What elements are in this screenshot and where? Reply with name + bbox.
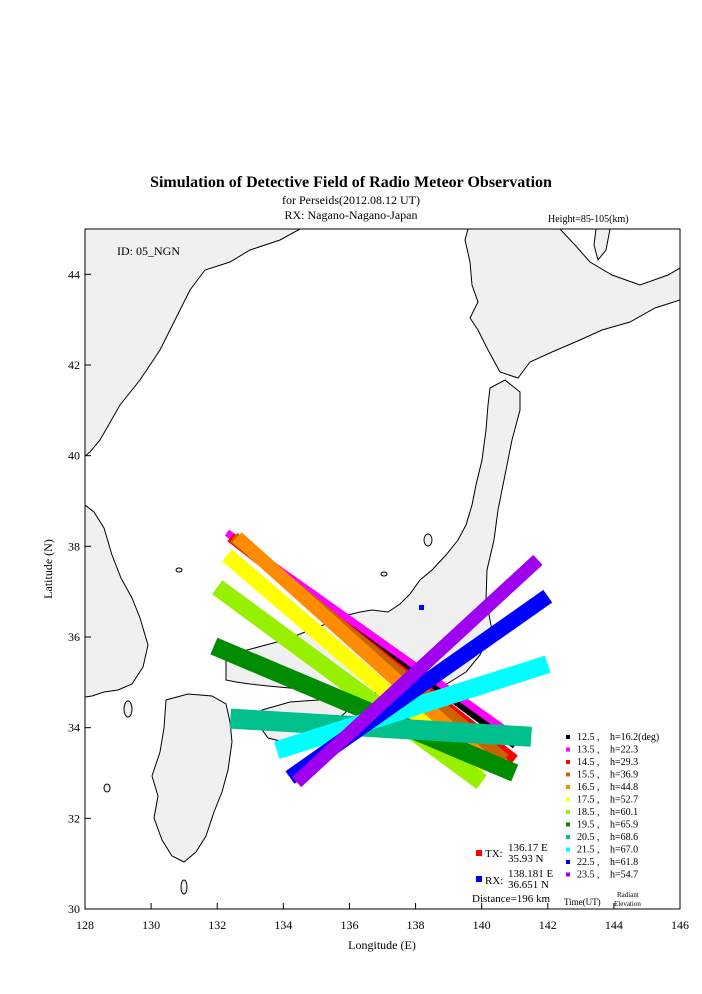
field-band-5 bbox=[232, 532, 500, 774]
x-tick-label: 128 bbox=[76, 918, 94, 932]
legend-elevation: h=54.7 bbox=[610, 870, 638, 881]
legend-elevation: h=36.9 bbox=[610, 770, 638, 781]
station-id-label: ID: 05_NGN bbox=[117, 244, 180, 258]
y-tick-label: 32 bbox=[68, 811, 80, 825]
y-tick-label: 36 bbox=[68, 630, 80, 644]
y-tick-label: 44 bbox=[68, 267, 80, 281]
legend-elevation: h=29.3 bbox=[610, 757, 638, 768]
legend: Time(UT) Radiant Elevation 12.5 , h=16.2(… bbox=[564, 732, 659, 908]
y-tick-label: 40 bbox=[68, 449, 80, 463]
field-band-8 bbox=[210, 637, 519, 782]
x-tick-label: 140 bbox=[473, 918, 491, 932]
rx-latitude: 36.651 N bbox=[508, 879, 549, 891]
legend-time: 13.5 , bbox=[577, 745, 600, 756]
y-tick-label: 38 bbox=[68, 539, 80, 553]
legend-elevation-header-2: Elevation bbox=[614, 900, 641, 908]
land-korea bbox=[85, 504, 149, 698]
land-honshu bbox=[225, 379, 521, 709]
legend-swatch bbox=[566, 785, 570, 789]
land-sakhalin bbox=[593, 229, 611, 262]
detective-field-bands bbox=[210, 529, 553, 789]
legend-time: 14.5 , bbox=[577, 757, 600, 768]
legend-swatch bbox=[566, 747, 570, 752]
legend-time: 20.5 , bbox=[577, 832, 600, 843]
legend-swatch bbox=[566, 810, 570, 814]
x-tick-label: 142 bbox=[539, 918, 557, 932]
legend-swatch bbox=[566, 797, 570, 802]
y-tick-label: 42 bbox=[68, 358, 80, 372]
x-axis-label: Longitude (E) bbox=[348, 938, 416, 952]
y-tick-label: 30 bbox=[68, 902, 80, 916]
island-small-west bbox=[175, 567, 183, 573]
tx-label: TX: bbox=[485, 848, 503, 860]
legend-time-header: Time(UT) bbox=[564, 897, 601, 907]
legend-elevation: h=61.8 bbox=[610, 857, 638, 868]
legend-swatch bbox=[566, 860, 570, 864]
rx-station-marker bbox=[419, 604, 425, 610]
legend-time: 16.5 , bbox=[577, 782, 600, 793]
island-tsushima bbox=[123, 700, 133, 718]
tx-marker-swatch bbox=[476, 850, 482, 856]
tx-longitude: 136.17 E bbox=[508, 842, 548, 854]
legend-swatch bbox=[566, 847, 570, 852]
y-axis-label: Latitude (N) bbox=[41, 539, 55, 599]
x-tick-label: 134 bbox=[274, 918, 292, 932]
legend-time: 15.5 , bbox=[577, 770, 600, 781]
legend-time: 18.5 , bbox=[577, 807, 600, 818]
height-range-note: Height=85-105(km) bbox=[548, 214, 629, 225]
x-tick-label: 146 bbox=[671, 918, 689, 932]
legend-time: 19.5 , bbox=[577, 820, 600, 831]
x-tick-label: 138 bbox=[407, 918, 425, 932]
legend-elevation: h=44.8 bbox=[610, 782, 638, 793]
legend-time: 22.5 , bbox=[577, 857, 600, 868]
field-band-9 bbox=[229, 708, 532, 747]
x-tick-label: 130 bbox=[142, 918, 160, 932]
legend-swatch bbox=[566, 822, 570, 827]
legend-time: 17.5 , bbox=[577, 795, 600, 806]
rx-label: RX: bbox=[485, 875, 503, 887]
island-goto bbox=[103, 783, 111, 793]
y-tick-label: 34 bbox=[68, 721, 80, 735]
land-asia-coast bbox=[85, 229, 301, 457]
chart-title: Simulation of Detective Field of Radio M… bbox=[150, 174, 552, 191]
legend-elevation: h=68.6 bbox=[610, 832, 638, 843]
legend-elevation: h=65.9 bbox=[610, 820, 638, 831]
legend-swatch bbox=[566, 835, 570, 839]
tx-latitude: 35.93 N bbox=[508, 853, 544, 865]
axes: 128 130 132 134 136 138 140 142 144 146 30 32 34 36 38… bbox=[68, 267, 689, 932]
x-tick-label: 136 bbox=[340, 918, 358, 932]
legend-elevation: h=22.3 bbox=[610, 745, 638, 756]
legend-time: 23.5 , bbox=[577, 870, 600, 881]
island-tanegashima bbox=[180, 879, 188, 895]
rx-marker-swatch bbox=[476, 876, 482, 882]
x-tick-label: 132 bbox=[208, 918, 226, 932]
chart-subtitle: for Perseids(2012.08.12 UT) bbox=[282, 193, 420, 207]
legend-time: 21.5 , bbox=[577, 845, 600, 856]
legend-elevation: h=52.7 bbox=[610, 795, 638, 806]
legend-swatch bbox=[566, 760, 570, 764]
legend-time: 12.5 , bbox=[577, 732, 600, 743]
x-tick-label: 144 bbox=[605, 918, 623, 932]
island-small-north bbox=[380, 571, 388, 577]
legend-elevation: h=60.1 bbox=[610, 807, 638, 818]
legend-elevation-header-1: Radiant bbox=[617, 891, 639, 899]
plot-frame bbox=[84, 228, 681, 910]
legend-swatch bbox=[566, 772, 570, 777]
land-kyushu bbox=[151, 693, 233, 863]
receiver-location: RX: Nagano-Nagano-Japan bbox=[284, 208, 418, 222]
legend-elevation: h=16.2(deg) bbox=[610, 732, 659, 743]
legend-elevation: h=67.0 bbox=[610, 845, 638, 856]
rx-longitude: 138.181 E bbox=[508, 868, 554, 880]
distance-label: Distance=196 km bbox=[472, 893, 550, 905]
legend-swatch bbox=[566, 872, 570, 877]
legend-swatch bbox=[566, 735, 570, 739]
field-band-12 bbox=[292, 554, 543, 788]
station-info: TX: 136.17 E 35.93 N RX: 138.181 E 36.65… bbox=[472, 842, 554, 905]
land-hokkaido bbox=[464, 229, 680, 379]
island-sado bbox=[423, 533, 433, 547]
